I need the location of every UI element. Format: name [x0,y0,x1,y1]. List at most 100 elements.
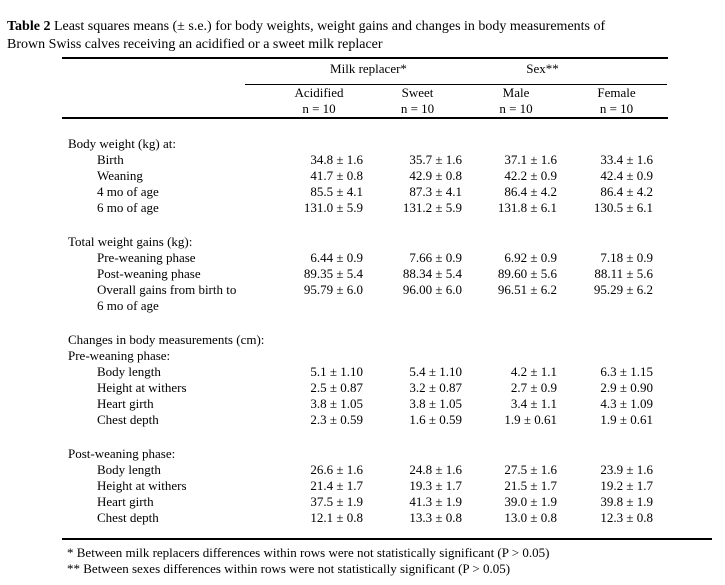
row-label: 4 mo of age [97,184,159,199]
footnote-milk-replacer: * Between milk replacers differences wit… [67,545,550,560]
cell-value: 1.9 ± 0.61 [504,412,557,427]
cell-value: 1.6 ± 0.59 [409,412,462,427]
col-n-sweet: n = 10 [400,101,435,116]
cell-value: 42.9 ± 0.8 [409,168,462,183]
cell-value: 3.8 ± 1.05 [409,396,462,411]
col-header-female: Female [597,85,636,100]
row-label: Post-weaning phase [97,266,201,281]
col-group-sex: Sex** [526,61,559,76]
cell-value: 12.3 ± 0.8 [600,510,653,525]
table-row: Body length 5.1 ± 1.10 5.4 ± 1.10 4.2 ± 1.1… [62,364,668,380]
cell-value: 3.4 ± 1.1 [510,396,557,411]
footnotes: * Between milk replacers differences wit… [67,545,549,577]
cell-value: 13.3 ± 0.8 [409,510,462,525]
cell-value: 26.6 ± 1.6 [310,462,363,477]
cell-value: 6.3 ± 1.15 [600,364,653,379]
cell-value: 7.18 ± 0.9 [600,250,653,265]
table-caption-text-line2: Brown Swiss calves receiving an acidifie… [7,37,383,52]
column-label-row: Acidified Sweet Male Female [62,85,668,101]
table-row: Heart girth 37.5 ± 1.9 41.3 ± 1.9 39.0 ± 1.… [62,494,668,510]
table-section: Post-weaning phase: Body length 26.6 ± 1.6… [62,446,668,526]
footnote-sex: ** Between sexes differences within rows… [67,561,511,576]
cell-value: 86.4 ± 4.2 [600,184,653,199]
row-label: Pre-weaning phase [97,250,196,265]
table-row: Weaning 41.7 ± 0.8 42.9 ± 0.8 42.2 ± 0.9 42.… [62,168,668,184]
table-row: Post-weaning phase 89.35 ± 5.4 88.34 ± 5.4… [62,266,668,282]
row-label: Weaning [97,168,143,183]
cell-value: 34.8 ± 1.6 [310,152,363,167]
table-caption: Table 2 Least squares means (± s.e.) for… [7,18,723,54]
cell-value: 2.7 ± 0.9 [510,380,557,395]
cell-value: 39.8 ± 1.9 [600,494,653,509]
section-header: Total weight gains (kg): [68,234,193,249]
cell-value: 86.4 ± 4.2 [504,184,557,199]
section-subheader: Post-weaning phase: [68,446,176,461]
table-row: Pre-weaning phase 6.44 ± 0.9 7.66 ± 0.9 6.9… [62,250,668,266]
cell-value: 7.66 ± 0.9 [409,250,462,265]
section-subheader: Pre-weaning phase: [68,348,171,363]
table-row: Chest depth 2.3 ± 0.59 1.6 ± 0.59 1.9 ± 0.6… [62,412,668,428]
cell-value: 96.51 ± 6.2 [497,282,557,297]
column-n-row: n = 10 n = 10 n = 10 n = 10 [62,101,668,117]
cell-value: 41.7 ± 0.8 [310,168,363,183]
cell-value: 131.0 ± 5.9 [303,200,363,215]
cell-value: 89.35 ± 5.4 [303,266,363,281]
section-header: Body weight (kg) at: [68,136,176,151]
table-row: Heart girth 3.8 ± 1.05 3.8 ± 1.05 3.4 ± 1.1… [62,396,668,412]
cell-value: 19.3 ± 1.7 [409,478,462,493]
column-label-spacer [62,85,270,101]
table-row-continuation: 6 mo of age [62,298,668,314]
cell-value: 4.3 ± 1.09 [600,396,653,411]
table-caption-text-line1: Least squares means (± s.e.) for body we… [50,19,606,34]
cell-value: 42.2 ± 0.9 [504,168,557,183]
col-header-male: Male [502,85,530,100]
row-label: Heart girth [97,494,154,509]
cell-value: 39.0 ± 1.9 [504,494,557,509]
cell-value: 85.5 ± 4.1 [310,184,363,199]
cell-value: 21.5 ± 1.7 [504,478,557,493]
col-n-female: n = 10 [599,101,634,116]
table-body: Body weight (kg) at: Birth 34.8 ± 1.6 35.7 … [62,119,668,526]
cell-value: 3.2 ± 0.87 [409,380,462,395]
table-row: 4 mo of age 85.5 ± 4.1 87.3 ± 4.1 86.4 ± 4.… [62,184,668,200]
row-label: Chest depth [97,510,159,525]
cell-value: 96.00 ± 6.0 [402,282,462,297]
column-header-block: Acidified Sweet Male Female n = 10 n = 1… [62,82,668,119]
cell-value: 5.4 ± 1.10 [409,364,462,379]
col-header-sweet: Sweet [401,85,434,100]
table-section: Changes in body measurements (cm): Pre-we… [62,332,668,428]
col-header-acidified: Acidified [294,85,344,100]
row-label: Height at withers [97,380,187,395]
cell-value: 27.5 ± 1.6 [504,462,557,477]
cell-value: 23.9 ± 1.6 [600,462,653,477]
cell-value: 33.4 ± 1.6 [600,152,653,167]
cell-value: 2.9 ± 0.90 [600,380,653,395]
row-label: 6 mo of age [97,200,159,215]
row-label: Heart girth [97,396,154,411]
cell-value: 89.60 ± 5.6 [497,266,557,281]
cell-value: 5.1 ± 1.10 [310,364,363,379]
table-row: Birth 34.8 ± 1.6 35.7 ± 1.6 37.1 ± 1.6 33.4 … [62,152,668,168]
cell-value: 131.2 ± 5.9 [402,200,462,215]
cell-value: 37.5 ± 1.9 [310,494,363,509]
column-group-rule [245,84,667,85]
section-header: Changes in body measurements (cm): [68,332,265,347]
table-row: Body length 26.6 ± 1.6 24.8 ± 1.6 27.5 ± 1.… [62,462,668,478]
row-label: Body length [97,462,161,477]
cell-value: 41.3 ± 1.9 [409,494,462,509]
cell-value: 35.7 ± 1.6 [409,152,462,167]
cell-value: 24.8 ± 1.6 [409,462,462,477]
row-label: Body length [97,364,161,379]
cell-value: 2.3 ± 0.59 [310,412,363,427]
cell-value: 131.8 ± 6.1 [497,200,557,215]
column-group-row: Milk replacer* Sex** [62,59,668,82]
table-row: Overall gains from birth to 95.79 ± 6.0 96… [62,282,668,298]
cell-value: 42.4 ± 0.9 [600,168,653,183]
col-n-acidified: n = 10 [302,101,336,116]
cell-value: 37.1 ± 1.6 [504,152,557,167]
cell-value: 95.79 ± 6.0 [303,282,363,297]
table-row: Height at withers 2.5 ± 0.87 3.2 ± 0.87 2.7… [62,380,668,396]
cell-value: 19.2 ± 1.7 [600,478,653,493]
cell-value: 1.9 ± 0.61 [600,412,653,427]
